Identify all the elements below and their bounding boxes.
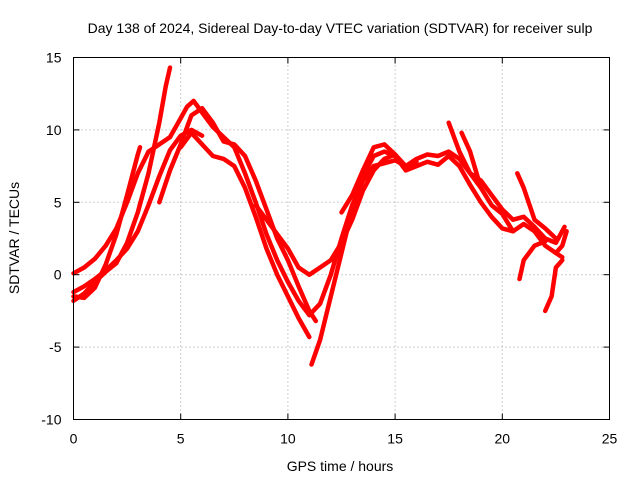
data-arc-3: [71, 127, 205, 295]
x-tick-label: 10: [280, 431, 296, 447]
data-arc-7: [253, 152, 419, 277]
y-tick-label: -10: [41, 412, 61, 428]
tick-labels: 0 5 10 15 20 25 -10 -5 0 5 10 15: [41, 50, 617, 447]
data-arc-11: [459, 130, 516, 234]
plot-frame: [73, 57, 610, 420]
data-arc-4: [71, 98, 567, 318]
y-tick-label: 10: [46, 122, 62, 138]
y-tick-label: 15: [46, 50, 62, 66]
data-arc-15: [553, 229, 569, 256]
y-tick-label: 0: [54, 267, 62, 283]
data-arc-10: [446, 120, 484, 191]
chart-title: Day 138 of 2024, Sidereal Day-to-day VTE…: [88, 20, 593, 36]
y-tick-label: 5: [54, 194, 62, 210]
x-tick-label: 15: [387, 431, 403, 447]
data-arc-12: [515, 171, 559, 241]
data-arc-1: [71, 145, 143, 301]
data-arc-6: [178, 130, 312, 340]
x-tick-label: 20: [495, 431, 511, 447]
x-axis-label: GPS time / hours: [287, 458, 394, 474]
data-series: [71, 65, 569, 367]
data-arc-14: [542, 257, 565, 314]
y-axis-label: SDTVAR / TECUs: [6, 182, 22, 294]
data-arc-13: [517, 239, 548, 282]
x-tick-label: 0: [70, 431, 78, 447]
data-arc-8: [309, 149, 565, 367]
x-tick-label: 25: [602, 431, 618, 447]
data-arc-2: [71, 65, 173, 304]
data-arc-5: [157, 105, 319, 324]
y-tick-label: -5: [49, 339, 62, 355]
data-arc-9: [339, 142, 398, 215]
axis-ticks: [73, 57, 610, 420]
grid-lines: [73, 57, 610, 420]
x-tick-label: 5: [177, 431, 185, 447]
